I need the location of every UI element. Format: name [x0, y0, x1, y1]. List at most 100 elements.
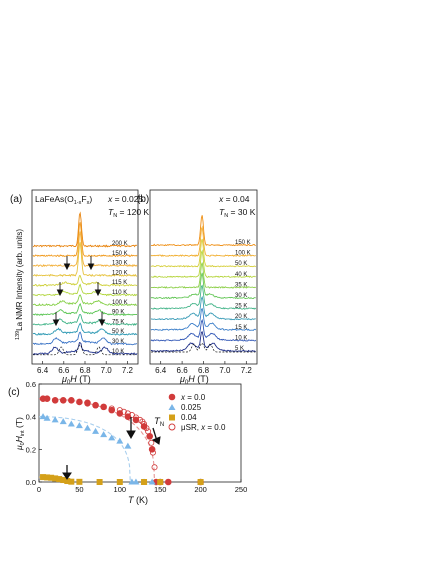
data-point: [124, 410, 131, 417]
x-tick-label: 6.8: [198, 366, 210, 375]
y-tick-label: 0.6: [26, 380, 36, 389]
data-point: [51, 397, 59, 404]
y-tick-label: 0.2: [26, 445, 36, 454]
legend-marker-musr: [168, 423, 176, 431]
temperature-label: 10 K: [112, 349, 124, 355]
legend-marker-x0: [168, 393, 176, 401]
legend-musr: μSR, x = 0.0: [181, 423, 226, 432]
temperature-label: 30 K: [112, 339, 124, 345]
nmr-spectrum: [32, 342, 138, 356]
panel-a-x-label: x = 0.025: [107, 194, 143, 204]
temperature-label: 35 K: [235, 282, 247, 288]
nmr-spectrum: [150, 272, 256, 300]
temperature-label: 100 K: [112, 300, 128, 306]
panel-c-letter: (c): [8, 387, 20, 398]
arrow-icon: [56, 289, 64, 297]
x-tick-label: 7.2: [241, 366, 253, 375]
x-tick-label: 200: [194, 485, 207, 494]
arrow-icon: [126, 430, 136, 440]
panel-a-arrows: [52, 256, 106, 327]
temperature-label: 120 K: [112, 270, 128, 276]
x-tick-label: 250: [235, 485, 248, 494]
nmr-spectrum: [32, 231, 138, 268]
panel-c-data-points: [39, 395, 205, 486]
temperature-label: 110 K: [112, 290, 127, 296]
data-point: [116, 437, 124, 444]
x-tick-label: 7.2: [122, 366, 134, 375]
nmr-spectrum: [151, 215, 256, 247]
panel-b-x-axis-label: μ0H (T): [179, 374, 209, 386]
legend-x004: 0.04: [181, 413, 197, 422]
data-point: [48, 474, 55, 481]
nmr-spectrum: [150, 331, 256, 353]
temperature-label: 50 K: [235, 261, 247, 267]
data-point: [148, 478, 156, 485]
arrow-icon: [52, 319, 60, 327]
legend-marker-x0025: [168, 404, 176, 410]
x-tick-label: 50: [75, 485, 83, 494]
panel-c-frame: [38, 383, 242, 483]
panel-a-x-axis-label: μ0H (T): [61, 374, 91, 386]
nmr-spectrum: [150, 262, 257, 289]
nmr-spectrum: [32, 283, 138, 297]
x-tick-label: 0: [37, 485, 41, 494]
data-point: [59, 397, 67, 404]
data-point: [151, 464, 158, 471]
data-point: [40, 474, 47, 481]
panel-a-letter: (a): [10, 194, 22, 205]
nmr-spectrum: [150, 249, 256, 278]
data-point: [108, 406, 116, 414]
panel-c-y-axis-label: μ0Hint (T): [14, 417, 26, 451]
data-point: [76, 398, 83, 406]
temperature-label: 15 K: [235, 325, 247, 331]
data-point: [132, 478, 140, 485]
nmr-spectrum: [150, 319, 257, 342]
data-point: [100, 431, 108, 438]
panel-c-guide-curves: [39, 398, 156, 483]
panel-b-x-label: x = 0.04: [218, 194, 250, 204]
x-tick-label: 6.6: [58, 366, 70, 375]
data-point: [100, 403, 107, 410]
data-point: [59, 418, 67, 425]
panel-a: (a) LaFeAs(O1-xFx) x = 0.025 TN = 120 K …: [10, 189, 149, 386]
nmr-spectrum: [32, 322, 138, 336]
temperature-label: 25 K: [235, 304, 247, 310]
data-point: [145, 428, 152, 435]
nmr-spectrum: [150, 307, 257, 331]
panel-a-tn: TN = 120 K: [108, 207, 149, 219]
nmr-spectrum: [32, 275, 138, 287]
shared-y-axis-label: 139La NMR Intensity (arb. units): [15, 229, 24, 340]
nmr-spectrum: [150, 238, 257, 268]
panel-a-temperature-labels: 200 K 150 K 130 K 120 K 115 K 110 K 100 K 90 K 7…: [112, 241, 128, 355]
arrow-icon: [62, 472, 72, 480]
arrow-icon: [94, 289, 102, 297]
temperature-label: 40 K: [235, 272, 247, 278]
panel-c-arrows: [62, 417, 161, 480]
data-point: [146, 433, 153, 440]
data-point: [108, 405, 115, 412]
temperature-label: 30 K: [235, 293, 247, 299]
nmr-spectrum: [32, 222, 138, 258]
arrow-icon: [87, 263, 95, 271]
data-point: [76, 478, 83, 485]
data-point: [60, 477, 67, 484]
y-tick-label: 0.0: [26, 478, 36, 487]
data-point: [157, 479, 164, 485]
data-point: [116, 407, 123, 414]
panel-c-axes: 0 50 100 150 200 250 0.0 0.2 0.4 0.6: [26, 380, 248, 494]
data-point: [75, 422, 83, 429]
temperature-label: 50 K: [112, 329, 124, 335]
temperature-label: 20 K: [235, 314, 247, 320]
temperature-label: 5 K: [235, 346, 244, 352]
panel-c-x-axis-label: T (K): [128, 495, 148, 505]
panel-b-spectra: [150, 215, 257, 353]
temperature-label: 200 K: [112, 241, 128, 247]
data-point: [141, 479, 148, 485]
data-point: [92, 427, 100, 434]
legend-x0: x = 0.0: [180, 393, 206, 402]
nmr-spectrum: [150, 225, 256, 257]
temperature-label: 90 K: [112, 310, 124, 316]
data-point: [124, 442, 132, 449]
data-point: [108, 434, 116, 441]
